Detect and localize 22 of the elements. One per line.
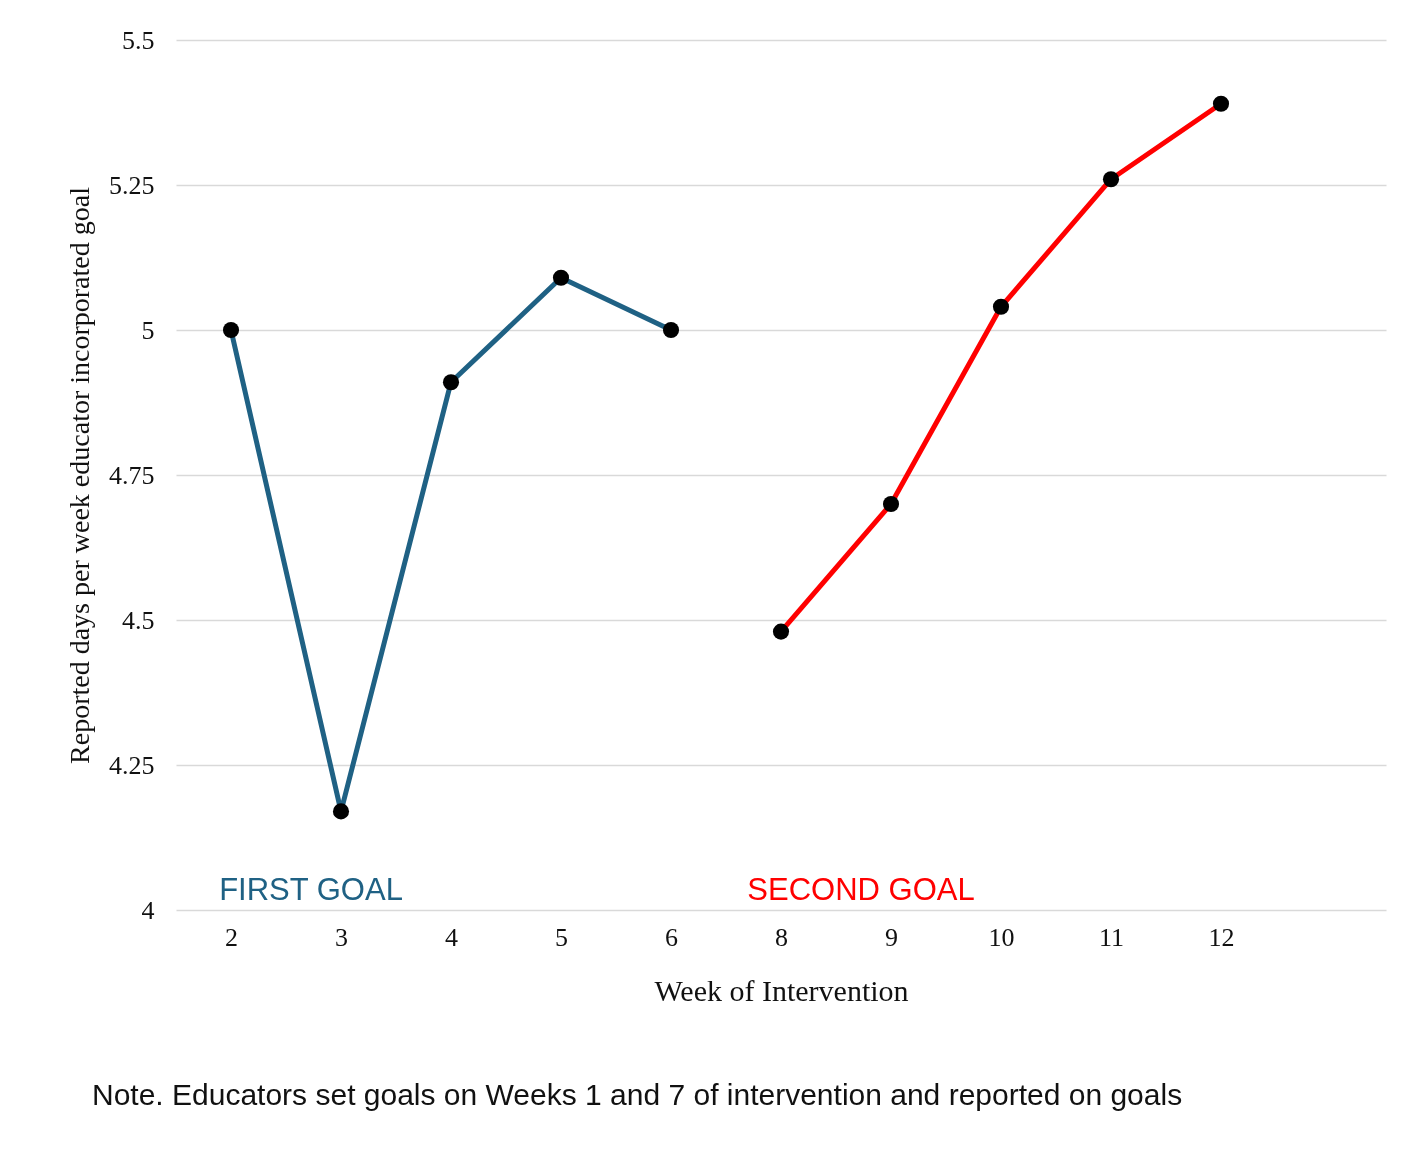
x-tick-label: 6	[665, 922, 678, 952]
x-tick-label: 8	[775, 922, 788, 952]
text: SECOND GOAL	[747, 872, 975, 908]
y-tick-label: 4.25	[109, 750, 155, 780]
x-tick-label: 9	[885, 922, 898, 952]
x-tick-label: 11	[1098, 922, 1125, 952]
x-tick-label: 4	[445, 922, 458, 952]
y-tick-label: 5	[141, 315, 155, 345]
x-tick-label: 2	[225, 922, 238, 952]
y-tick-label: 4	[141, 895, 155, 925]
y-tick-label: 5.25	[109, 170, 155, 200]
x-tick-label: 5	[555, 922, 568, 952]
x-tick-label: 3	[335, 922, 348, 952]
x-axis-title: Week of Intervention	[654, 973, 909, 1007]
text: Note. Educators set goals on Weeks 1 and 7 of intervention and reported on goals	[92, 1078, 1183, 1112]
y-tick-label: 4.5	[122, 605, 155, 635]
y-tick-label: 4.75	[109, 460, 155, 490]
y-tick-label: 5.5	[122, 25, 155, 55]
text: FIRST GOAL	[219, 872, 403, 908]
x-tick-label: 12	[1208, 922, 1235, 952]
y-axis-title: Reported days per week educator incorporated goal	[64, 186, 95, 764]
x-tick-label: 10	[988, 922, 1015, 952]
